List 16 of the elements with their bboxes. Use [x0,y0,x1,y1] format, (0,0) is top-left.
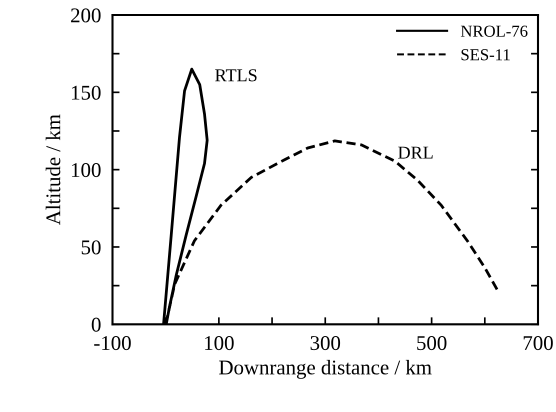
annotation: DRL [398,146,433,159]
y-tick-label: 200 [71,8,101,22]
legend-label: NROL-76 [460,26,528,37]
y-tick-label: 150 [72,86,101,100]
x-tick-label: -100 [94,336,131,350]
y-tick-label: 0 [92,318,101,332]
x-axis-title: Downrange distance / km [219,360,432,379]
x-tick-label: 100 [205,336,234,350]
y-axis-title: Altitude / km [46,114,60,225]
x-tick-label: 700 [524,336,553,350]
x-tick-label: 300 [310,336,340,350]
y-tick-label: 100 [72,163,101,178]
x-tick-label: 500 [417,336,446,350]
legend-label: SES-11 [462,49,510,60]
y-tick-label: 50 [82,240,101,254]
annotation: RTLS [215,69,257,82]
